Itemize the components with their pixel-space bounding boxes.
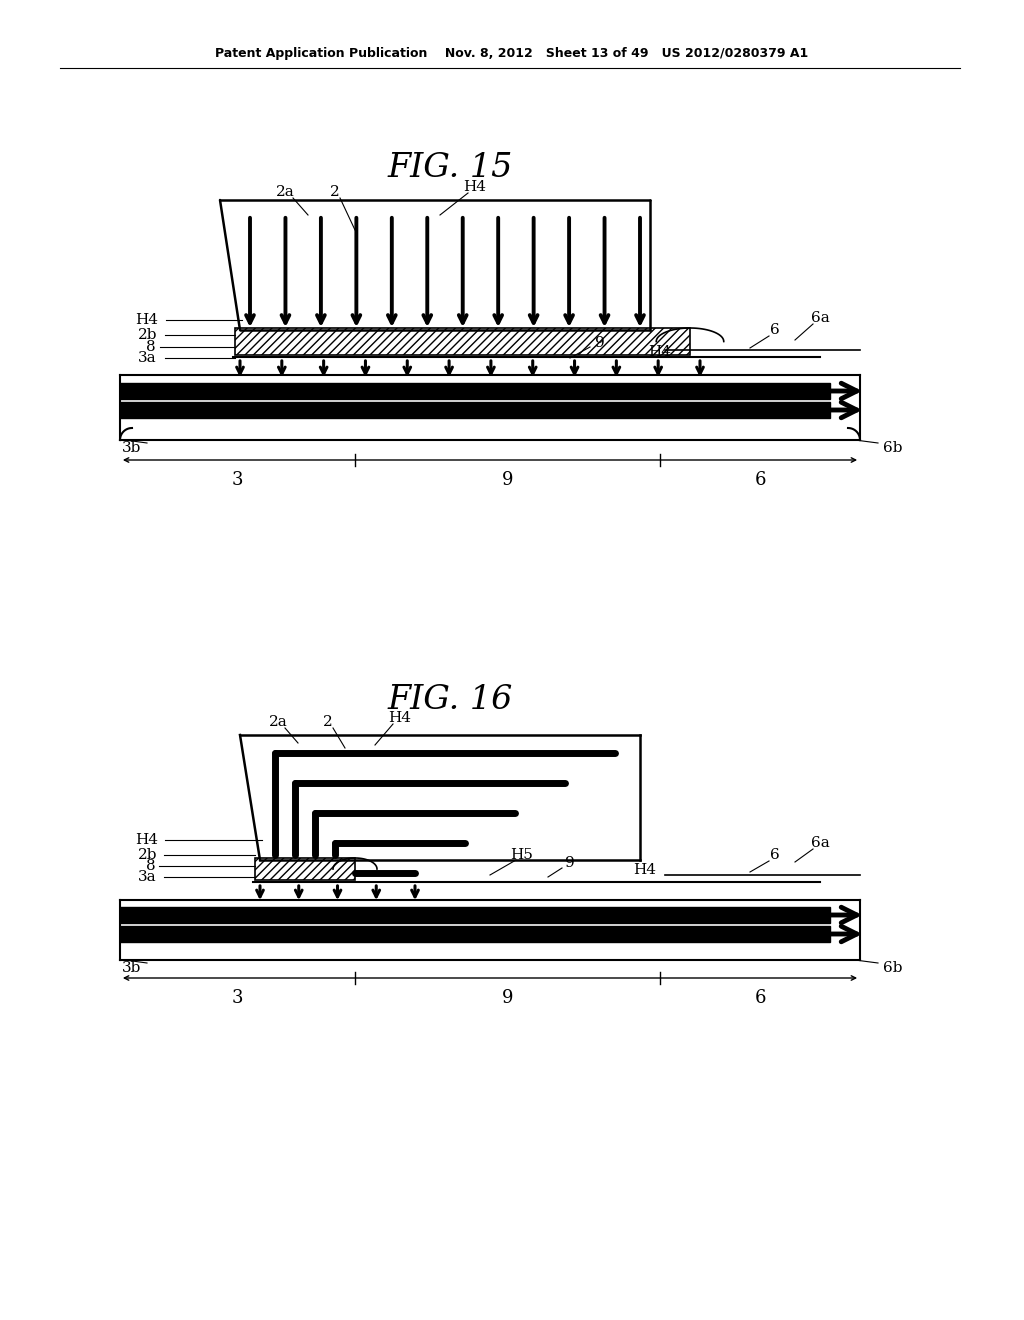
Bar [120,403,830,418]
Text: H5: H5 [511,847,534,862]
Text: 3: 3 [145,387,155,401]
Text: H4: H4 [135,833,159,847]
Text: 6: 6 [755,471,766,488]
Text: 9: 9 [502,471,513,488]
Text: 6a: 6a [811,312,829,325]
Text: H4: H4 [388,711,412,725]
Text: 2: 2 [324,715,333,729]
Text: 2a: 2a [268,715,288,729]
Text: 6b: 6b [884,961,903,975]
Text: 2: 2 [330,185,340,199]
Bar [255,858,355,880]
Text: 9: 9 [502,989,513,1007]
Text: 3a: 3a [137,870,157,884]
Text: FIG. 16: FIG. 16 [387,684,513,715]
Text: 3: 3 [145,909,155,923]
Text: 6: 6 [770,847,780,862]
Text: H4: H4 [464,180,486,194]
Text: FIG. 15: FIG. 15 [387,152,513,183]
Bar [120,383,830,399]
Text: 3b: 3b [122,441,141,455]
Text: 6: 6 [770,323,780,337]
Text: H4: H4 [648,345,672,359]
Text: 2b: 2b [138,847,158,862]
Text: 6: 6 [755,989,766,1007]
Text: 9: 9 [565,855,574,870]
Text: Patent Application Publication    Nov. 8, 2012   Sheet 13 of 49   US 2012/028037: Patent Application Publication Nov. 8, 2… [215,46,809,59]
Bar [234,327,690,355]
Bar [120,907,830,923]
Text: H4: H4 [135,313,159,327]
Text: 3b: 3b [122,961,141,975]
Text: 2a: 2a [275,185,294,199]
Text: 3a: 3a [137,351,157,366]
Text: 3: 3 [231,471,244,488]
Bar [120,927,830,942]
Text: 9: 9 [595,337,605,350]
Text: 8: 8 [146,341,156,354]
Text: 2b: 2b [138,327,158,342]
Text: 3: 3 [231,989,244,1007]
Text: 8: 8 [146,859,156,873]
Text: H4: H4 [634,863,656,876]
Text: 6a: 6a [811,836,829,850]
Text: 6b: 6b [884,441,903,455]
